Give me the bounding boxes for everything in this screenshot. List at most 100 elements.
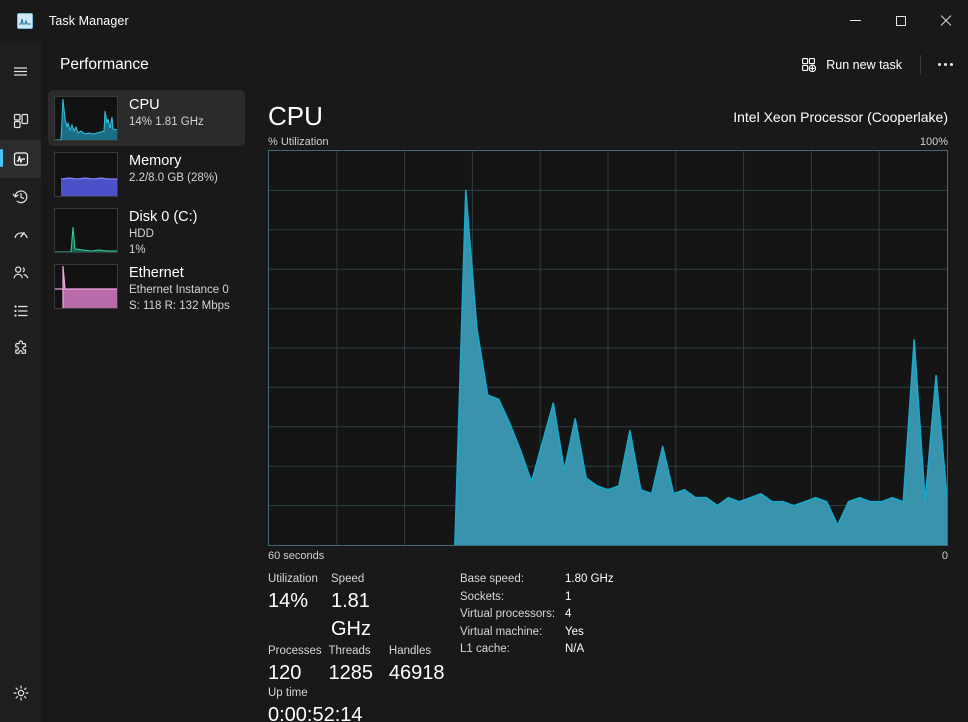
detail-value: 4 [565, 608, 572, 620]
sidebar-item-users[interactable] [0, 254, 41, 292]
processes-icon [13, 113, 28, 129]
resource-texts: Ethernet Ethernet Instance 0 S: 118 R: 1… [129, 264, 230, 313]
detail-value: 1 [565, 590, 572, 603]
stat-value: 14% [268, 590, 309, 612]
stat-label: Threads [328, 645, 371, 657]
app-icon-graph [19, 18, 31, 24]
stat-value: 46918 [388, 662, 445, 684]
title-bar: Task Manager [0, 0, 968, 41]
details-icon [13, 305, 28, 317]
stat-label: Processes [268, 645, 322, 657]
stat-processes: Processes 120 [268, 643, 328, 687]
detail-row-virtual-machine: Virtual machine: Yes [460, 624, 614, 642]
detail-label: Sockets: [460, 590, 505, 603]
resource-name: Disk 0 (C:) [129, 209, 198, 225]
cpu-stats-primary: Utilization 14% Speed 1.81 GHz Processes… [268, 571, 458, 722]
detail-label: Virtual processors: [460, 608, 556, 620]
memory-mini-chart [60, 177, 117, 196]
users-icon [13, 266, 28, 279]
stat-label: Handles [388, 645, 432, 657]
minimize-icon[interactable] [833, 0, 878, 41]
resource-name: Memory [129, 153, 182, 169]
stat-value: 0:00:52:14 [268, 704, 363, 722]
gear-icon [12, 685, 29, 701]
stat-uptime: Up time 0:00:52:14 [268, 685, 363, 722]
ellipsis-dot [943, 63, 947, 66]
resource-item-disk[interactable]: Disk 0 (C:) HDD 1% [48, 202, 245, 258]
app-history-icon [12, 190, 27, 204]
cpu-utilization-chart[interactable] [268, 150, 948, 546]
ellipsis-dot [949, 63, 953, 66]
run-new-task-button[interactable]: Run new task [790, 49, 913, 80]
chart-x-axis-label: 60 seconds [268, 550, 325, 562]
hamburger-menu-icon[interactable] [0, 52, 41, 90]
cpu-model-label: Intel Xeon Processor (Cooperlake) [733, 109, 948, 125]
resource-item-ethernet[interactable]: Ethernet Ethernet Instance 0 S: 118 R: 1… [48, 258, 245, 314]
stat-speed: Speed 1.81 GHz [331, 571, 394, 643]
detail-row-base-speed: Base speed: 1.80 GHz [460, 571, 614, 589]
settings-gear-icon[interactable] [0, 674, 41, 712]
sidebar-item-processes[interactable] [0, 102, 41, 140]
stats-row: Processes 120 Threads 1285 Handles 46918 [268, 643, 458, 687]
more-options-button[interactable] [928, 49, 962, 80]
resource-texts: Disk 0 (C:) HDD 1% [129, 208, 197, 257]
disk-thumbnail-graph [54, 208, 118, 253]
sidebar-item-performance[interactable] [0, 140, 41, 178]
hamburger-glyph [14, 66, 27, 76]
detail-row-sockets: Sockets: 1 [460, 589, 614, 607]
stat-value: 1.81 GHz [331, 590, 371, 640]
performance-icon [13, 152, 28, 166]
page-header: Performance Run new task [41, 41, 968, 88]
detail-label: Virtual machine: [460, 625, 543, 638]
stat-utilization: Utilization 14% [268, 571, 331, 643]
ethernet-mini-chart [55, 265, 117, 308]
resource-list: CPU 14% 1.81 GHz Memory 2.2/8.0 GB (28%) [41, 90, 251, 722]
chart-y-axis-max: 100% [919, 136, 948, 148]
window-title: Task Manager [49, 13, 129, 28]
resource-name: Ethernet [129, 265, 184, 281]
stat-handles: Handles 46918 [389, 643, 458, 687]
detail-value: Yes [565, 625, 584, 638]
maximize-icon[interactable] [878, 0, 923, 41]
cpu-chart-svg [269, 151, 947, 545]
run-new-task-label: Run new task [826, 57, 902, 72]
window-controls [833, 0, 968, 41]
resource-sub: HDD [129, 228, 154, 241]
taskmanager-icon [17, 12, 33, 29]
detail-row-virtual-processors: Virtual processors: 4 [460, 606, 614, 624]
header-actions: Run new task [790, 41, 962, 88]
cpu-panel: CPU Intel Xeon Processor (Cooperlake) % … [251, 90, 968, 722]
stat-label: Utilization [268, 573, 318, 585]
sidebar-item-startup-apps[interactable] [0, 216, 41, 254]
stat-label: Speed [331, 573, 365, 585]
resource-sub-2: S: 118 R: 132 Mbps [129, 299, 230, 312]
stats-row: Utilization 14% Speed 1.81 GHz [268, 571, 458, 643]
page-title: Performance [60, 55, 149, 73]
detail-label: Base speed: [460, 573, 524, 585]
cpu-heading: CPU [268, 101, 323, 131]
stat-value: 1285 [328, 662, 373, 684]
disk-mini-chart [55, 226, 117, 252]
detail-label: L1 cache: [460, 643, 510, 655]
header-divider [920, 54, 921, 75]
resource-item-cpu[interactable]: CPU 14% 1.81 GHz [48, 90, 245, 146]
cpu-stats-details: Base speed: 1.80 GHz Sockets: 1 Virtual … [460, 571, 614, 659]
services-icon [14, 340, 26, 354]
detail-row-l1-cache: L1 cache: N/A [460, 641, 614, 659]
sidebar-item-details[interactable] [0, 292, 41, 330]
sidebar-item-app-history[interactable] [0, 178, 41, 216]
close-icon[interactable] [923, 0, 968, 41]
stat-threads: Threads 1285 [328, 643, 388, 687]
cpu-mini-chart [55, 98, 117, 140]
resource-item-memory[interactable]: Memory 2.2/8.0 GB (28%) [48, 146, 245, 202]
resource-sub-2: 1% [129, 243, 146, 256]
cpu-thumbnail-graph [54, 96, 118, 141]
resource-sub: 14% 1.81 GHz [129, 116, 204, 129]
resource-texts: CPU 14% 1.81 GHz [129, 96, 204, 130]
new-task-icon [802, 57, 817, 72]
sidebar-item-services[interactable] [0, 330, 41, 368]
resource-sub: Ethernet Instance 0 [129, 284, 229, 297]
ellipsis-dot [937, 63, 941, 66]
resource-sub: 2.2/8.0 GB (28%) [129, 172, 218, 185]
stat-value: 120 [268, 662, 302, 684]
